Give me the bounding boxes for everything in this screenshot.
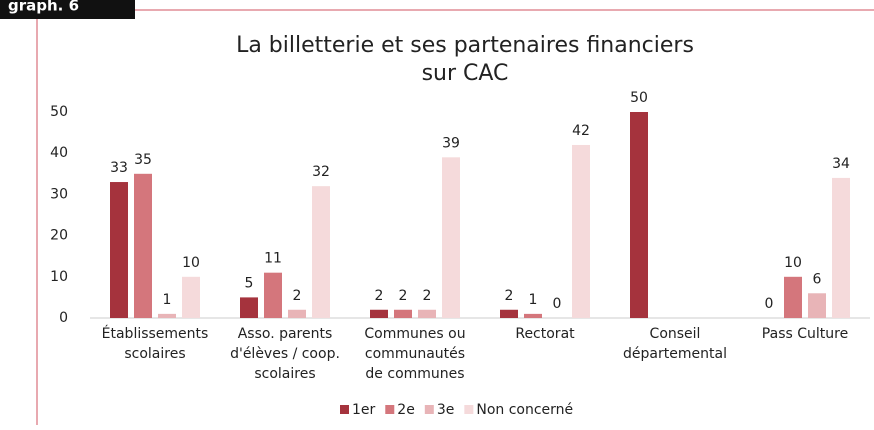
bar <box>110 182 128 318</box>
x-tick-label: d'élèves / coop. <box>230 346 340 362</box>
x-tick-label: scolaires <box>124 346 185 362</box>
data-label: 33 <box>110 160 128 176</box>
legend-label: 2e <box>397 402 415 418</box>
data-label: 0 <box>765 296 774 312</box>
bar <box>370 309 388 318</box>
legend-label: 1er <box>352 402 376 418</box>
data-label: 2 <box>375 288 384 304</box>
legend-swatch <box>385 405 395 414</box>
data-label: 2 <box>293 288 302 304</box>
data-label: 10 <box>182 255 200 271</box>
x-tick-label: scolaires <box>254 366 315 382</box>
y-tick-label: 30 <box>50 186 68 202</box>
tag: graph. 6 <box>8 0 79 15</box>
legend-label: Non concerné <box>476 402 573 418</box>
bar <box>240 297 258 318</box>
x-tick-label: Asso. parents <box>238 326 333 342</box>
y-tick-label: 40 <box>50 145 68 161</box>
data-label: 2 <box>423 288 432 304</box>
data-label: 10 <box>784 255 802 271</box>
bar <box>288 309 306 318</box>
data-label: 50 <box>630 90 648 106</box>
data-label: 32 <box>312 164 330 180</box>
y-tick-label: 10 <box>50 269 68 285</box>
bar <box>264 272 282 318</box>
x-tick-label: Pass Culture <box>762 326 848 342</box>
y-tick-label: 50 <box>50 104 68 120</box>
y-tick-label: 20 <box>50 228 68 244</box>
bar <box>524 313 542 318</box>
bar <box>572 144 590 318</box>
x-tick-label: départemental <box>623 346 727 362</box>
data-label: 39 <box>442 135 460 151</box>
bar <box>134 173 152 318</box>
tag-box <box>0 0 135 19</box>
bar <box>784 276 802 318</box>
bar <box>394 309 412 318</box>
data-label: 2 <box>505 288 514 304</box>
data-label: 1 <box>529 292 538 308</box>
bar <box>630 112 648 318</box>
bar <box>182 276 200 318</box>
bar <box>418 309 436 318</box>
data-label: 42 <box>572 123 590 139</box>
data-label: 34 <box>832 156 850 172</box>
bar <box>158 313 176 318</box>
legend-swatch <box>424 405 434 414</box>
bar <box>832 177 850 318</box>
bar <box>500 309 518 318</box>
bar <box>442 157 460 318</box>
x-tick-label: Établissements <box>102 325 209 342</box>
y-tick-label: 0 <box>59 310 68 326</box>
data-label: 6 <box>813 271 822 287</box>
data-label: 5 <box>245 275 254 291</box>
x-tick-label: de communes <box>365 366 464 382</box>
x-tick-label: Conseil <box>650 326 701 342</box>
chart-title: sur CAC <box>422 61 509 86</box>
chart-title: La billetterie et ses partenaires financ… <box>236 33 694 58</box>
legend-swatch <box>340 405 349 414</box>
bar <box>312 186 330 318</box>
bar <box>808 293 826 318</box>
data-label: 2 <box>399 288 408 304</box>
x-tick-label: communautés <box>365 346 465 362</box>
legend-swatch <box>464 405 474 414</box>
data-label: 1 <box>163 292 172 308</box>
legend-label: 3e <box>437 402 455 418</box>
data-label: 35 <box>134 152 152 168</box>
data-label: 11 <box>264 251 282 267</box>
x-tick-label: Rectorat <box>515 326 575 342</box>
x-tick-label: Communes ou <box>364 326 465 342</box>
data-label: 0 <box>553 296 562 312</box>
